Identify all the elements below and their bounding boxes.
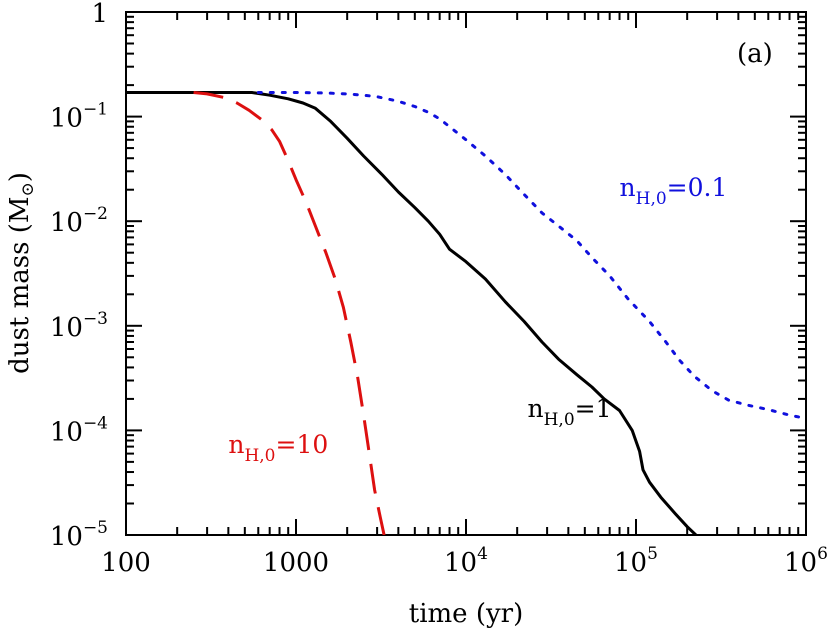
series-layer [126,91,806,535]
x-tick-label-base: 100 [101,548,151,578]
series-label-main: n [228,430,244,459]
x-tick-label: 105 [614,544,658,578]
panel-label: (a) [737,39,773,69]
y-tick-label: 10−2 [50,204,108,238]
series-label-n1: nH,0=1 [527,394,611,430]
y-tick-label-base: 10 [50,522,83,552]
y-tick-label: 1 [91,0,108,29]
y-tick-label-exponent: −2 [83,204,108,224]
y-tick-label-exponent: −1 [83,100,108,120]
x-axis-title: time (yr) [409,599,523,629]
y-tick-label-base: 10 [50,104,83,134]
axis-ticks [125,12,806,536]
series-label-main: n [620,173,636,202]
x-tick-label: 1000 [263,548,329,578]
y-axis-title-close: ) [5,172,35,182]
y-axis-title-main: dust mass (M [5,197,35,374]
series-label-value: =0.1 [667,173,728,202]
y-tick-label: 10−5 [50,518,108,552]
x-tick-label: 106 [784,544,828,578]
x-tick-label-exponent: 6 [817,544,828,564]
y-tick-label: 10−4 [50,413,108,447]
y-tick-label-base: 10 [50,417,83,447]
x-tick-label-exponent: 4 [477,544,488,564]
series-line-n01 [256,91,806,420]
y-tick-label-base: 10 [50,313,83,343]
y-tick-label-exponent: −4 [83,413,108,433]
x-tick-label-base: 1000 [263,548,329,578]
series-line-n10 [193,91,386,535]
series-label-n10: nH,0=10 [228,430,328,466]
series-label-sub: H,0 [544,410,575,430]
series-label-n01: nH,0=0.1 [620,173,728,209]
y-tick-label: 10−3 [50,309,108,343]
x-tick-label-base: 10 [444,548,477,578]
y-axis-title: dust mass (M⊙) [5,172,38,374]
x-tick-label-exponent: 5 [647,544,658,564]
series-line-n1 [126,91,697,535]
series-label-sub: H,0 [244,446,275,466]
series-labels: nH,0=1nH,0=0.1nH,0=10 [228,173,727,466]
x-tick-label-base: 10 [784,548,817,578]
x-tick-label-base: 10 [614,548,647,578]
y-tick-label: 10−1 [50,100,108,134]
series-label-main: n [527,394,543,423]
y-tick-label-exponent: −5 [83,518,108,538]
y-tick-label-base: 1 [91,0,108,29]
series-label-sub: H,0 [636,189,667,209]
y-axis-title-symbol: ⊙ [18,182,38,196]
x-tick-label: 104 [444,544,488,578]
x-tick-label: 100 [101,548,151,578]
y-tick-label-base: 10 [50,208,83,238]
y-tick-label-exponent: −3 [83,309,108,329]
series-label-value: =10 [276,430,329,459]
series-label-value: =1 [575,394,612,423]
